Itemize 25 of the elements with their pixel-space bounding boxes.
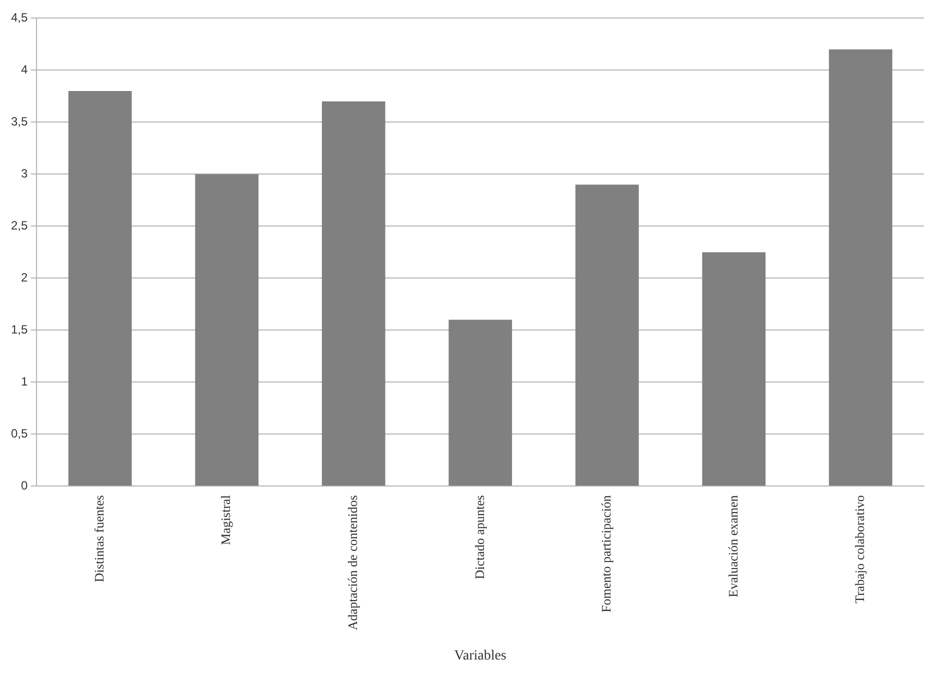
y-tick-label: 0,5 — [10, 426, 28, 440]
bar — [322, 101, 386, 486]
x-tick-label: Dictado apuntes — [472, 495, 487, 580]
y-tick-label: 4 — [20, 62, 28, 77]
x-tick-label: Evaluación examen — [725, 494, 740, 598]
y-tick-label: 1,5 — [10, 322, 28, 337]
bar — [702, 252, 766, 486]
bar — [828, 49, 892, 486]
y-tick-label: 2,5 — [10, 218, 28, 233]
y-tick-label: 2 — [20, 270, 28, 285]
x-tick-label: Trabajo colaborativo — [852, 495, 868, 604]
x-axis-title: Variables — [454, 648, 506, 664]
bar — [68, 91, 132, 486]
bar — [195, 174, 259, 486]
bar — [448, 320, 512, 486]
y-tick-label: 1 — [20, 374, 28, 388]
x-tick-label: Distintas fuentes — [91, 495, 106, 582]
bar — [575, 184, 639, 486]
y-tick-label: 3,5 — [10, 114, 28, 129]
y-tick-label: 4,5 — [10, 10, 28, 25]
y-tick-label: 3 — [20, 166, 28, 181]
x-tick-label: Fomento participación — [598, 494, 614, 613]
y-tick-label: 0 — [20, 478, 28, 492]
x-tick-label: Adaptación de contenidos — [345, 495, 360, 630]
x-tick-label: Magistral — [218, 494, 234, 546]
